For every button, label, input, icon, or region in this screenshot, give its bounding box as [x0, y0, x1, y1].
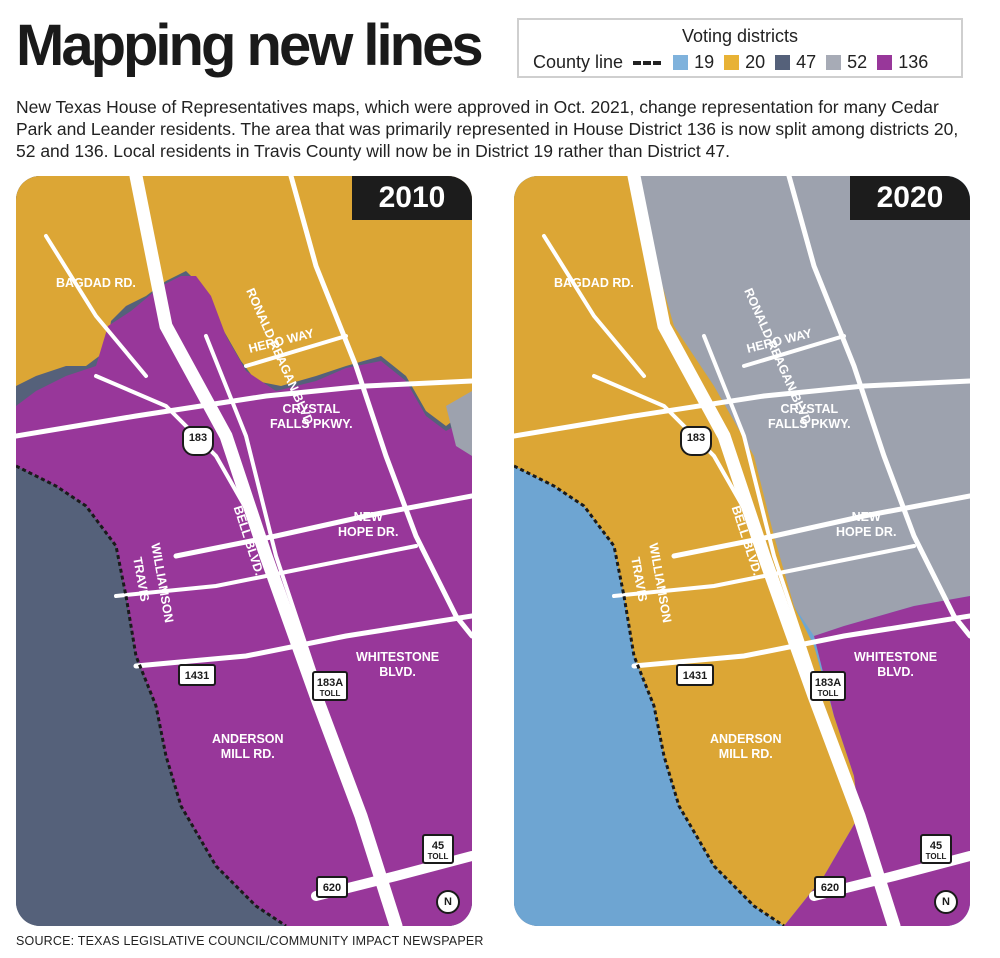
map-2020: 2020 BAGDAD RD. RONALD REAGAN BLVD. HERO… [514, 176, 970, 926]
shield-183a-text: 183A [814, 677, 842, 689]
label-anderson-mill-rd: ANDERSON MILL RD. [212, 732, 284, 761]
legend-row: County line 19 20 47 52 136 [533, 52, 928, 73]
shield-45-sub: TOLL [427, 852, 449, 861]
roads [514, 176, 970, 926]
county-line [16, 464, 287, 926]
page-title: Mapping new lines [16, 13, 484, 78]
shield-183: 183 [680, 426, 712, 456]
label-whitestone-blvd: WHITESTONE BLVD. [356, 650, 440, 679]
shield-183a-text: 183A [316, 677, 344, 689]
legend-title: Voting districts [681, 26, 799, 46]
label-new-hope-dr: NEW HOPE DR. [836, 510, 897, 539]
north-arrow-icon: N [934, 890, 958, 914]
legend-label-47: 47 [796, 52, 817, 72]
shield-45-sub: TOLL [925, 852, 947, 861]
legend-label-136: 136 [898, 52, 929, 72]
year-badge-2020: 2020 [850, 176, 970, 220]
label-crystal-falls-pkwy: CRYSTAL FALLS PKWY. [270, 402, 353, 431]
label-whitestone-blvd: WHITESTONE BLVD. [854, 650, 938, 679]
shield-620: 620 [316, 876, 348, 898]
legend-swatch-47 [775, 55, 791, 70]
year-badge-2010: 2010 [352, 176, 472, 220]
shield-183: 183 [182, 426, 214, 456]
county-line-swatch [633, 60, 662, 65]
shield-183a: 183A TOLL [810, 671, 846, 701]
map-2010: 2010 BAGDAD RD. RONALD REAGAN BLVD. HERO… [16, 176, 472, 926]
legend-swatch-52 [826, 55, 842, 70]
legend-swatch-136 [877, 55, 893, 70]
source-credit: SOURCE: TEXAS LEGISLATIVE COUNCIL/COMMUN… [16, 934, 484, 948]
district-20-area [16, 176, 472, 426]
map-2010-svg [16, 176, 472, 926]
shield-45: 45 TOLL [920, 834, 952, 864]
map-2020-svg [514, 176, 970, 926]
shield-45-text: 45 [929, 840, 943, 852]
shield-1431: 1431 [676, 664, 714, 686]
shield-183a: 183A TOLL [312, 671, 348, 701]
district-52-corner [446, 391, 472, 456]
north-arrow-icon: N [436, 890, 460, 914]
legend-label-20: 20 [745, 52, 766, 72]
legend-label-19: 19 [694, 52, 715, 72]
legend-swatch-19 [673, 55, 689, 70]
label-bagdad-rd: BAGDAD RD. [56, 276, 136, 290]
shield-1431: 1431 [178, 664, 216, 686]
shield-183a-sub: TOLL [319, 689, 341, 698]
shield-620: 620 [814, 876, 846, 898]
district-136-area [16, 276, 472, 926]
district-52-area [634, 176, 970, 636]
label-anderson-mill-rd: ANDERSON MILL RD. [710, 732, 782, 761]
label-crystal-falls-pkwy: CRYSTAL FALLS PKWY. [768, 402, 851, 431]
legend: Voting districts County line 19 20 47 52… [517, 18, 963, 78]
shield-45: 45 TOLL [422, 834, 454, 864]
county-line [514, 464, 785, 926]
legend-label-52: 52 [847, 52, 868, 72]
label-new-hope-dr: NEW HOPE DR. [338, 510, 399, 539]
shield-45-text: 45 [431, 840, 445, 852]
label-bagdad-rd: BAGDAD RD. [554, 276, 634, 290]
intro-text: New Texas House of Representatives maps,… [16, 97, 959, 161]
shield-183a-sub: TOLL [817, 689, 839, 698]
county-line-label: County line [533, 52, 624, 72]
legend-swatch-20 [724, 55, 740, 70]
